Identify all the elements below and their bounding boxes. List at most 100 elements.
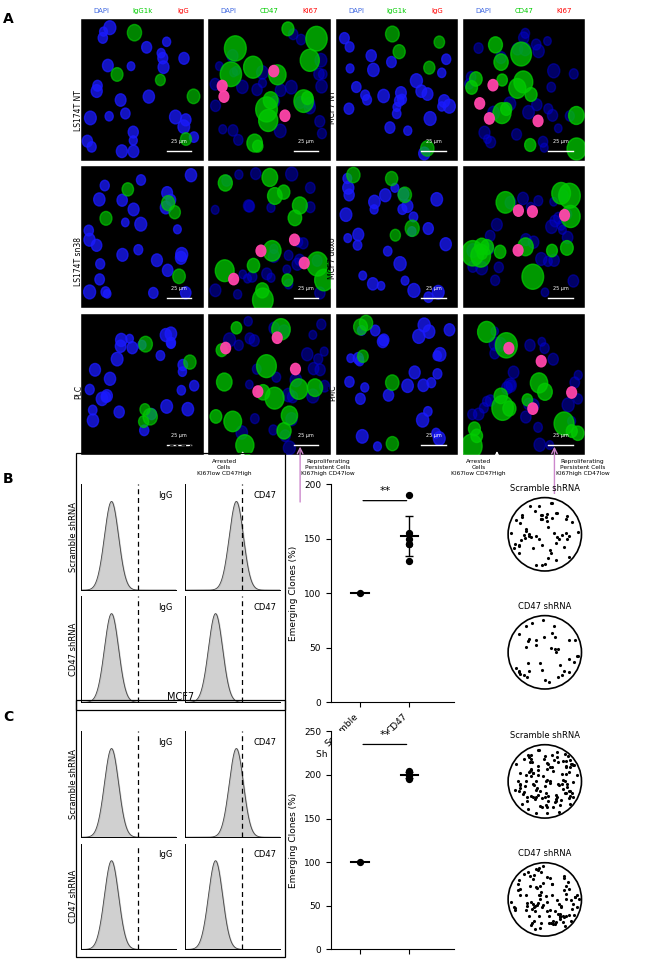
Circle shape	[283, 388, 294, 402]
Circle shape	[550, 215, 560, 227]
Circle shape	[88, 406, 97, 415]
Text: CD47: CD47	[514, 8, 533, 13]
Circle shape	[440, 238, 451, 250]
Circle shape	[494, 388, 508, 404]
Circle shape	[486, 395, 495, 407]
Circle shape	[521, 29, 530, 38]
Circle shape	[543, 256, 552, 267]
Circle shape	[366, 50, 376, 61]
Circle shape	[402, 379, 413, 392]
Circle shape	[307, 252, 328, 276]
Circle shape	[111, 352, 123, 366]
Circle shape	[105, 372, 116, 386]
Circle shape	[395, 95, 404, 106]
Circle shape	[401, 276, 409, 285]
Circle shape	[462, 241, 484, 266]
Text: DAPI: DAPI	[94, 8, 110, 13]
Circle shape	[522, 394, 532, 406]
Circle shape	[290, 373, 302, 386]
Circle shape	[398, 187, 411, 202]
Circle shape	[474, 43, 483, 54]
Circle shape	[190, 381, 199, 391]
Circle shape	[484, 113, 494, 124]
Y-axis label: Emerging Clones (%): Emerging Clones (%)	[289, 793, 298, 888]
Circle shape	[540, 342, 549, 354]
Circle shape	[269, 65, 279, 77]
Circle shape	[189, 132, 198, 142]
Circle shape	[185, 169, 197, 181]
Circle shape	[567, 138, 586, 160]
Circle shape	[237, 81, 248, 93]
Circle shape	[282, 274, 293, 287]
Circle shape	[302, 91, 313, 105]
Text: 25 μm: 25 μm	[298, 286, 314, 291]
Circle shape	[532, 39, 541, 50]
Circle shape	[443, 100, 455, 113]
Circle shape	[418, 379, 428, 391]
Circle shape	[422, 88, 433, 101]
Circle shape	[315, 54, 327, 67]
Text: 25 μm: 25 μm	[298, 139, 314, 144]
Circle shape	[116, 145, 127, 157]
Circle shape	[548, 63, 560, 78]
Circle shape	[494, 262, 503, 272]
Circle shape	[471, 245, 491, 268]
Circle shape	[393, 103, 400, 111]
Circle shape	[239, 270, 246, 279]
Circle shape	[518, 238, 533, 256]
Point	[404, 772, 415, 787]
Circle shape	[402, 199, 413, 213]
Circle shape	[122, 218, 129, 226]
Text: 25 μm: 25 μm	[426, 139, 441, 144]
Circle shape	[100, 180, 109, 191]
Circle shape	[506, 380, 515, 390]
Circle shape	[528, 206, 538, 217]
Circle shape	[500, 103, 512, 115]
Circle shape	[220, 62, 242, 86]
Circle shape	[480, 240, 493, 254]
Circle shape	[442, 54, 450, 64]
Circle shape	[544, 104, 552, 114]
Circle shape	[257, 66, 268, 80]
Circle shape	[103, 59, 113, 72]
Circle shape	[158, 60, 169, 74]
Y-axis label: Scramble shRNA: Scramble shRNA	[70, 749, 79, 819]
Circle shape	[278, 185, 290, 199]
Circle shape	[521, 410, 531, 423]
Circle shape	[127, 341, 138, 354]
Circle shape	[219, 91, 229, 103]
Circle shape	[554, 212, 564, 223]
Circle shape	[560, 241, 573, 255]
Circle shape	[432, 286, 444, 299]
Text: 25 μm: 25 μm	[171, 286, 187, 291]
Circle shape	[384, 246, 392, 256]
Circle shape	[484, 135, 491, 144]
Circle shape	[359, 316, 372, 331]
Circle shape	[284, 250, 293, 261]
Circle shape	[486, 136, 495, 148]
Text: CD47: CD47	[253, 491, 276, 500]
Circle shape	[93, 81, 102, 91]
Circle shape	[528, 399, 539, 412]
Circle shape	[292, 258, 302, 270]
Circle shape	[267, 273, 275, 282]
Circle shape	[536, 252, 547, 266]
Circle shape	[98, 33, 107, 43]
Circle shape	[432, 429, 440, 438]
Circle shape	[394, 257, 406, 270]
Circle shape	[543, 36, 551, 45]
Circle shape	[157, 49, 165, 58]
Circle shape	[269, 65, 286, 84]
Circle shape	[272, 372, 281, 383]
Circle shape	[184, 355, 196, 369]
Circle shape	[318, 69, 327, 80]
Circle shape	[248, 258, 259, 272]
Circle shape	[244, 274, 252, 283]
Circle shape	[216, 373, 232, 391]
Circle shape	[308, 363, 319, 375]
Circle shape	[468, 261, 478, 272]
Circle shape	[129, 136, 137, 145]
Text: 25 μm: 25 μm	[426, 433, 441, 438]
Circle shape	[210, 409, 222, 423]
Circle shape	[312, 255, 322, 267]
